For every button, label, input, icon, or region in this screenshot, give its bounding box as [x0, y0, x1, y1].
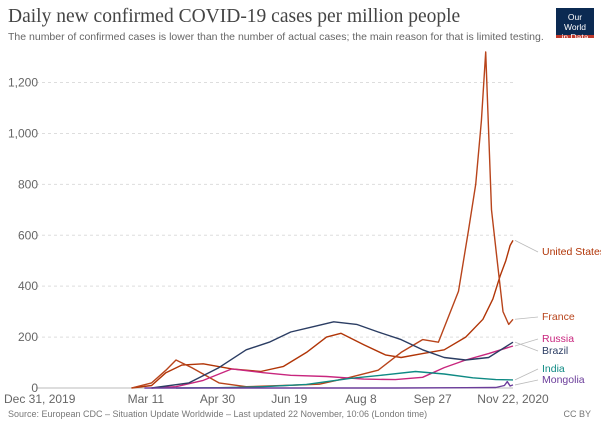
source-note: Source: European CDC – Situation Update … — [8, 409, 428, 419]
legend-label: Brazil — [542, 345, 568, 357]
legend-label: France — [542, 311, 575, 323]
x-tick-label: Apr 30 — [200, 392, 236, 406]
our-world-in-data-logo[interactable]: Our World in Data — [556, 8, 594, 42]
x-tick-label: Sep 27 — [414, 392, 452, 406]
legend-connector — [514, 368, 539, 381]
series-line-india — [175, 370, 514, 389]
series-line-brazil — [151, 321, 514, 389]
legend-label: United States — [542, 246, 601, 258]
x-tick-label: Dec 31, 2019 — [4, 392, 76, 406]
series-line-france — [131, 51, 514, 389]
legend-connector — [514, 379, 539, 386]
x-tick-label: Jun 19 — [271, 392, 307, 406]
legend-connector — [514, 316, 539, 320]
y-tick-label: 1,000 — [8, 126, 38, 140]
logo-line-2: in Data — [561, 32, 589, 42]
license-link[interactable]: CC BY — [563, 409, 591, 419]
legend-label: Mongolia — [542, 374, 585, 386]
chart-title: Daily new confirmed COVID-19 cases per m… — [8, 6, 461, 27]
legend-connector — [514, 341, 539, 352]
y-tick-label: 0 — [31, 381, 38, 395]
x-tick-label: Nov 22, 2020 — [477, 392, 549, 406]
series-line-mongolia — [144, 380, 514, 389]
y-tick-label: 600 — [18, 228, 38, 242]
legend-connector — [514, 240, 539, 253]
legend-connector — [514, 338, 539, 347]
y-tick-label: 400 — [18, 279, 38, 293]
series-line-united-states — [131, 240, 514, 389]
y-tick-label: 200 — [18, 330, 38, 344]
legend-label: Russia — [542, 333, 574, 345]
chart-subtitle: The number of confirmed cases is lower t… — [8, 31, 544, 43]
series-line-russia — [151, 345, 514, 389]
x-tick-label: Mar 11 — [128, 392, 165, 406]
x-tick-label: Aug 8 — [345, 392, 377, 406]
legend-label: India — [542, 363, 565, 375]
logo-line-1: Our World — [563, 12, 587, 32]
y-tick-label: 1,200 — [8, 76, 38, 90]
y-tick-label: 800 — [18, 177, 38, 191]
